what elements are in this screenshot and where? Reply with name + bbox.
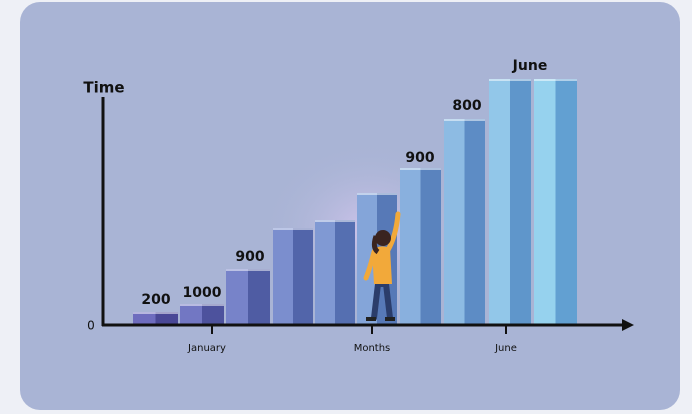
bar-left xyxy=(315,220,335,325)
bar-right xyxy=(510,79,531,325)
bar-top xyxy=(273,228,313,230)
axes xyxy=(101,97,634,334)
x-label: January xyxy=(187,343,226,354)
bar-left xyxy=(534,79,556,325)
bar-right xyxy=(464,119,485,325)
y-axis-label: Time xyxy=(83,79,124,97)
bar-label: 200 xyxy=(141,292,170,308)
bar-top xyxy=(133,312,178,314)
bar-right xyxy=(202,304,224,325)
bars xyxy=(133,79,577,325)
bar-left xyxy=(489,79,510,325)
bar-left xyxy=(226,269,248,325)
bar-left xyxy=(180,304,202,325)
bar-left xyxy=(133,312,156,325)
y-tick-label: 0 xyxy=(87,319,95,333)
bar-right xyxy=(248,269,270,325)
bar-label: 900 xyxy=(405,150,434,166)
bar-right xyxy=(155,312,178,325)
bar-top xyxy=(400,168,441,170)
bar-right xyxy=(555,79,577,325)
bar-left xyxy=(357,193,377,325)
bar-right xyxy=(420,168,441,325)
bar-top xyxy=(180,304,224,306)
bar-top xyxy=(444,119,485,121)
bar-top xyxy=(315,220,355,222)
bar-left xyxy=(444,119,465,325)
x-label: Months xyxy=(354,343,391,354)
person xyxy=(363,211,401,321)
bar-left xyxy=(400,168,421,325)
bar-label: June xyxy=(512,58,548,74)
bar-right xyxy=(335,220,355,325)
x-label: June xyxy=(494,343,517,354)
bar-label: 1000 xyxy=(183,285,222,301)
bar-top xyxy=(357,193,397,195)
bar-label: 800 xyxy=(452,98,481,114)
bar-top xyxy=(489,79,531,81)
bar-right xyxy=(293,228,313,325)
bar-top xyxy=(534,79,577,81)
bar-top xyxy=(226,269,270,271)
bar-left xyxy=(273,228,293,325)
bar-label: 900 xyxy=(235,249,264,265)
